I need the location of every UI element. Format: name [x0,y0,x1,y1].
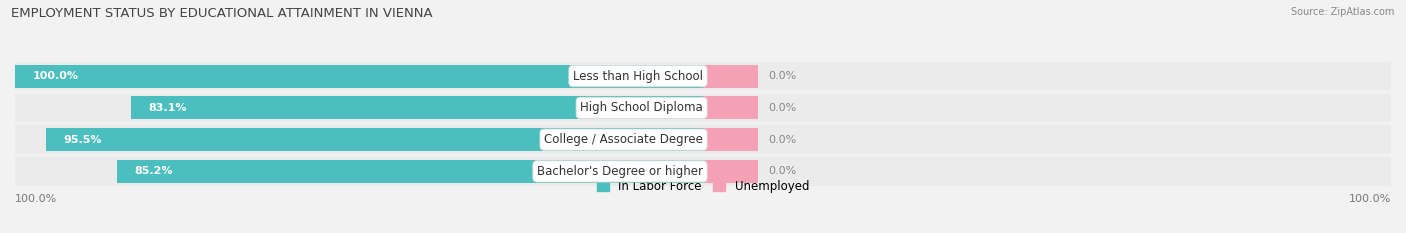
Bar [46,128,703,151]
Bar [15,125,1391,154]
Text: 0.0%: 0.0% [768,71,797,81]
Bar [15,65,703,88]
Bar [131,96,703,119]
Text: Less than High School: Less than High School [574,70,703,83]
Bar [117,160,703,183]
Bar [703,65,758,88]
Text: 0.0%: 0.0% [768,135,797,145]
Text: 100.0%: 100.0% [1348,194,1391,204]
Text: 95.5%: 95.5% [63,135,101,145]
Text: Bachelor's Degree or higher: Bachelor's Degree or higher [537,165,703,178]
Bar [703,96,758,119]
Text: 100.0%: 100.0% [15,194,58,204]
Text: 0.0%: 0.0% [768,166,797,176]
Text: 85.2%: 85.2% [134,166,173,176]
Legend: In Labor Force, Unemployed: In Labor Force, Unemployed [592,175,814,198]
Bar [15,157,1391,186]
Text: 83.1%: 83.1% [149,103,187,113]
Text: College / Associate Degree: College / Associate Degree [544,133,703,146]
Bar [15,94,1391,122]
Text: EMPLOYMENT STATUS BY EDUCATIONAL ATTAINMENT IN VIENNA: EMPLOYMENT STATUS BY EDUCATIONAL ATTAINM… [11,7,433,20]
Text: 0.0%: 0.0% [768,103,797,113]
Bar [703,128,758,151]
Text: Source: ZipAtlas.com: Source: ZipAtlas.com [1291,7,1395,17]
Text: 100.0%: 100.0% [32,71,79,81]
Text: High School Diploma: High School Diploma [581,101,703,114]
Bar [703,160,758,183]
Bar [15,62,1391,90]
